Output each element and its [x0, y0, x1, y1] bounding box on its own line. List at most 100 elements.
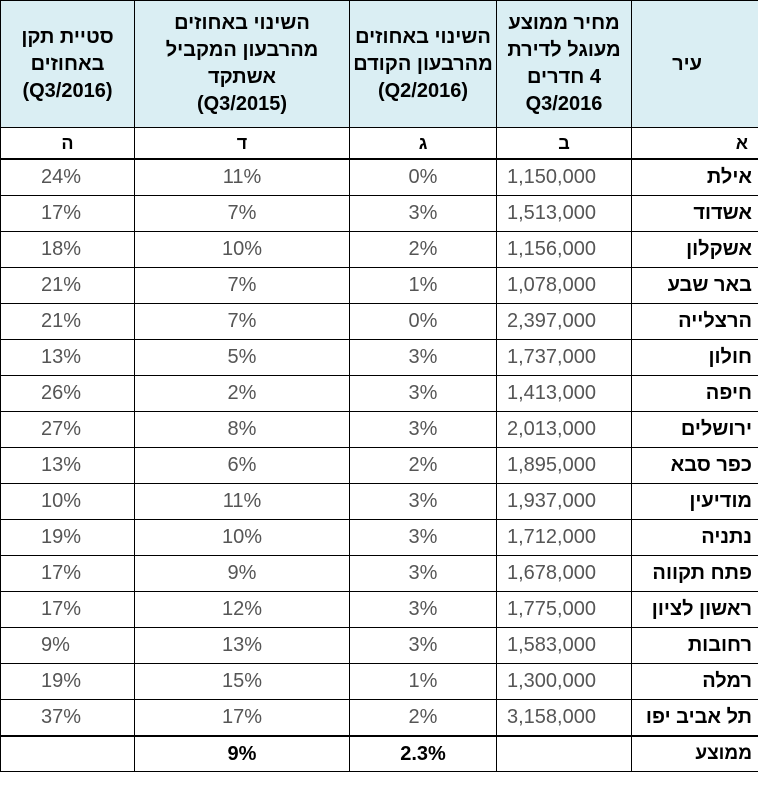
quarter-change-cell: 2%	[349, 447, 497, 484]
quarter-change-cell: 0%	[349, 303, 497, 340]
year-change-header-line: אשתקד	[207, 66, 277, 88]
table-row: אשדוד 1,513,000 3% 7% 17%	[0, 195, 758, 232]
price-cell: 1,078,000	[496, 267, 632, 304]
year-change-header: השינוי באחוזים מהרבעון המקביל אשתקד (Q3/…	[134, 0, 350, 128]
city-cell: אילת	[631, 158, 758, 196]
city-cell: רחובות	[631, 627, 758, 664]
table-row: תל אביב יפו 3,158,000 2% 17% 37%	[0, 699, 758, 737]
price-header-line: 4 חדרים	[527, 66, 601, 88]
quarter-change-cell: 0%	[349, 158, 497, 196]
average-stdev	[0, 735, 135, 772]
city-cell: באר שבע	[631, 267, 758, 304]
price-header-line: מחיר ממוצע	[508, 12, 620, 34]
price-cell: 1,413,000	[496, 375, 632, 412]
year-change-cell: 12%	[134, 591, 350, 628]
table-row: רמלה 1,300,000 1% 15% 19%	[0, 663, 758, 700]
column-letters-row: א ב ג ד ה	[0, 127, 758, 160]
stdev-cell: 17%	[0, 555, 135, 592]
city-cell: תל אביב יפו	[631, 699, 758, 737]
year-change-cell: 15%	[134, 663, 350, 700]
year-change-cell: 7%	[134, 267, 350, 304]
city-cell: כפר סבא	[631, 447, 758, 484]
stdev-cell: 13%	[0, 339, 135, 376]
stdev-cell: 21%	[0, 267, 135, 304]
stdev-cell: 27%	[0, 411, 135, 448]
column-letter: א	[631, 127, 758, 160]
stdev-cell: 18%	[0, 231, 135, 268]
city-cell: חולון	[631, 339, 758, 376]
price-cell: 2,013,000	[496, 411, 632, 448]
table-row: נתניה 1,712,000 3% 10% 19%	[0, 519, 758, 556]
price-header-line: מעוגל לדירת	[507, 39, 621, 61]
stdev-cell: 19%	[0, 663, 135, 700]
quarter-change-cell: 1%	[349, 267, 497, 304]
column-letter: ב	[496, 127, 632, 160]
stdev-cell: 10%	[0, 483, 135, 520]
price-cell: 1,937,000	[496, 483, 632, 520]
table-row: חולון 1,737,000 3% 5% 13%	[0, 339, 758, 376]
table-row: מודיעין 1,937,000 3% 11% 10%	[0, 483, 758, 520]
column-letter: ה	[0, 127, 135, 160]
average-price	[496, 735, 632, 772]
table-row: פתח תקווה 1,678,000 3% 9% 17%	[0, 555, 758, 592]
quarter-change-cell: 3%	[349, 375, 497, 412]
average-row: ממוצע 2.3% 9%	[0, 735, 758, 772]
stdev-header-line: (Q3/2016)	[22, 79, 113, 102]
housing-prices-table: עיר מחיר ממוצע מעוגל לדירת 4 חדרים Q3/20…	[0, 0, 758, 772]
table-row: באר שבע 1,078,000 1% 7% 21%	[0, 267, 758, 304]
price-cell: 1,737,000	[496, 339, 632, 376]
year-change-cell: 5%	[134, 339, 350, 376]
price-cell: 1,583,000	[496, 627, 632, 664]
year-change-header-line: מהרבעון המקביל	[165, 39, 319, 61]
city-cell: הרצלייה	[631, 303, 758, 340]
year-change-cell: 11%	[134, 483, 350, 520]
quarter-change-cell: 3%	[349, 591, 497, 628]
quarter-change-cell: 3%	[349, 555, 497, 592]
stdev-cell: 37%	[0, 699, 135, 737]
column-letter: ג	[349, 127, 497, 160]
city-cell: חיפה	[631, 375, 758, 412]
price-header: מחיר ממוצע מעוגל לדירת 4 חדרים Q3/2016	[496, 0, 632, 128]
table-body: אילת 1,150,000 0% 11% 24% אשדוד 1,513,000 3% 7% 1…	[0, 158, 758, 737]
quarter-change-cell: 2%	[349, 231, 497, 268]
price-cell: 1,775,000	[496, 591, 632, 628]
table-row: רחובות 1,583,000 3% 13% 9%	[0, 627, 758, 664]
year-change-cell: 8%	[134, 411, 350, 448]
table-row: ראשון לציון 1,775,000 3% 12% 17%	[0, 591, 758, 628]
price-header-line: Q3/2016	[525, 93, 603, 115]
stdev-cell: 24%	[0, 158, 135, 196]
quarter-change-cell: 2%	[349, 699, 497, 737]
table-row: הרצלייה 2,397,000 0% 7% 21%	[0, 303, 758, 340]
quarter-change-cell: 3%	[349, 195, 497, 232]
price-cell: 1,895,000	[496, 447, 632, 484]
city-cell: אשקלון	[631, 231, 758, 268]
city-header: עיר	[631, 0, 758, 128]
city-cell: פתח תקווה	[631, 555, 758, 592]
table-row: חיפה 1,413,000 3% 2% 26%	[0, 375, 758, 412]
year-change-cell: 7%	[134, 195, 350, 232]
quarter-change-header-line: השינוי באחוזים	[355, 25, 491, 48]
price-cell: 1,300,000	[496, 663, 632, 700]
year-change-cell: 17%	[134, 699, 350, 737]
average-year-change: 9%	[134, 735, 350, 772]
price-cell: 1,156,000	[496, 231, 632, 268]
year-change-cell: 6%	[134, 447, 350, 484]
stdev-cell: 26%	[0, 375, 135, 412]
quarter-change-header: השינוי באחוזים מהרבעון הקודם (Q2/2016)	[349, 0, 497, 128]
year-change-cell: 13%	[134, 627, 350, 664]
average-quarter-change: 2.3%	[349, 735, 497, 772]
table-row: אילת 1,150,000 0% 11% 24%	[0, 158, 758, 196]
quarter-change-cell: 3%	[349, 339, 497, 376]
quarter-change-cell: 1%	[349, 663, 497, 700]
year-change-cell: 10%	[134, 519, 350, 556]
column-letter: ד	[134, 127, 350, 160]
year-change-cell: 10%	[134, 231, 350, 268]
stdev-header-line: סטיית תקן	[21, 25, 114, 48]
quarter-change-cell: 3%	[349, 627, 497, 664]
table-row: אשקלון 1,156,000 2% 10% 18%	[0, 231, 758, 268]
price-cell: 1,678,000	[496, 555, 632, 592]
stdev-cell: 17%	[0, 195, 135, 232]
city-cell: אשדוד	[631, 195, 758, 232]
city-cell: נתניה	[631, 519, 758, 556]
quarter-change-cell: 3%	[349, 411, 497, 448]
